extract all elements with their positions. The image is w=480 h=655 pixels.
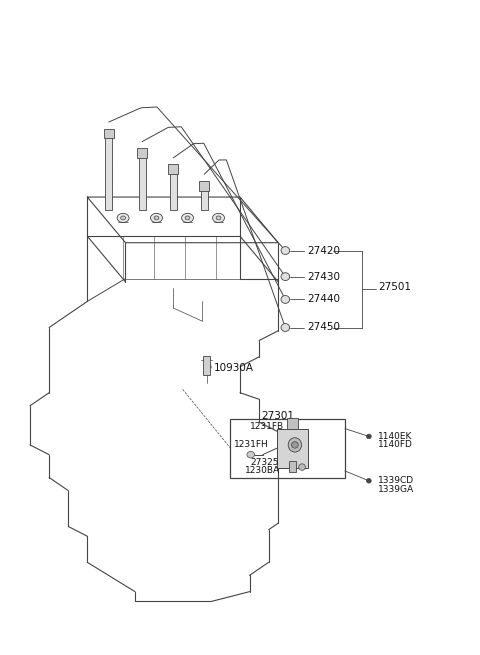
- Text: 27501: 27501: [378, 282, 411, 292]
- Text: 1140EK: 1140EK: [378, 432, 413, 441]
- Text: 10930A: 10930A: [214, 363, 254, 373]
- Ellipse shape: [281, 247, 289, 254]
- Ellipse shape: [366, 479, 371, 483]
- Bar: [230, 419, 345, 477]
- Ellipse shape: [185, 216, 190, 220]
- Bar: [201, 184, 207, 210]
- Ellipse shape: [281, 295, 289, 303]
- Text: 27430: 27430: [307, 272, 340, 282]
- Bar: [106, 132, 112, 210]
- Bar: [287, 418, 298, 428]
- Text: 1231FH: 1231FH: [234, 440, 269, 449]
- Bar: [199, 181, 209, 191]
- Ellipse shape: [291, 441, 298, 448]
- Ellipse shape: [154, 216, 159, 220]
- Bar: [168, 164, 178, 174]
- Ellipse shape: [247, 451, 254, 458]
- Ellipse shape: [288, 438, 301, 452]
- Ellipse shape: [181, 214, 193, 223]
- Text: 27301: 27301: [262, 411, 294, 421]
- Text: 1230BA: 1230BA: [245, 466, 280, 476]
- Text: 1140FD: 1140FD: [378, 440, 413, 449]
- Ellipse shape: [299, 464, 305, 470]
- Text: 27325: 27325: [251, 458, 279, 467]
- Text: 27450: 27450: [307, 322, 340, 333]
- Bar: [170, 168, 177, 210]
- Ellipse shape: [281, 272, 289, 280]
- Bar: [203, 356, 210, 375]
- Text: 27420: 27420: [307, 246, 340, 255]
- Bar: [277, 428, 308, 468]
- Ellipse shape: [366, 434, 371, 439]
- Text: 1231FB: 1231FB: [250, 422, 284, 431]
- Text: 27440: 27440: [307, 295, 340, 305]
- Ellipse shape: [117, 214, 129, 223]
- Ellipse shape: [120, 216, 125, 220]
- Ellipse shape: [281, 324, 289, 331]
- Bar: [137, 148, 147, 158]
- Bar: [288, 460, 296, 472]
- Text: 1339GA: 1339GA: [378, 485, 415, 494]
- Text: 1339CD: 1339CD: [378, 476, 415, 485]
- Ellipse shape: [213, 214, 225, 223]
- Bar: [104, 128, 114, 138]
- Ellipse shape: [216, 216, 221, 220]
- Bar: [139, 151, 145, 210]
- Ellipse shape: [151, 214, 162, 223]
